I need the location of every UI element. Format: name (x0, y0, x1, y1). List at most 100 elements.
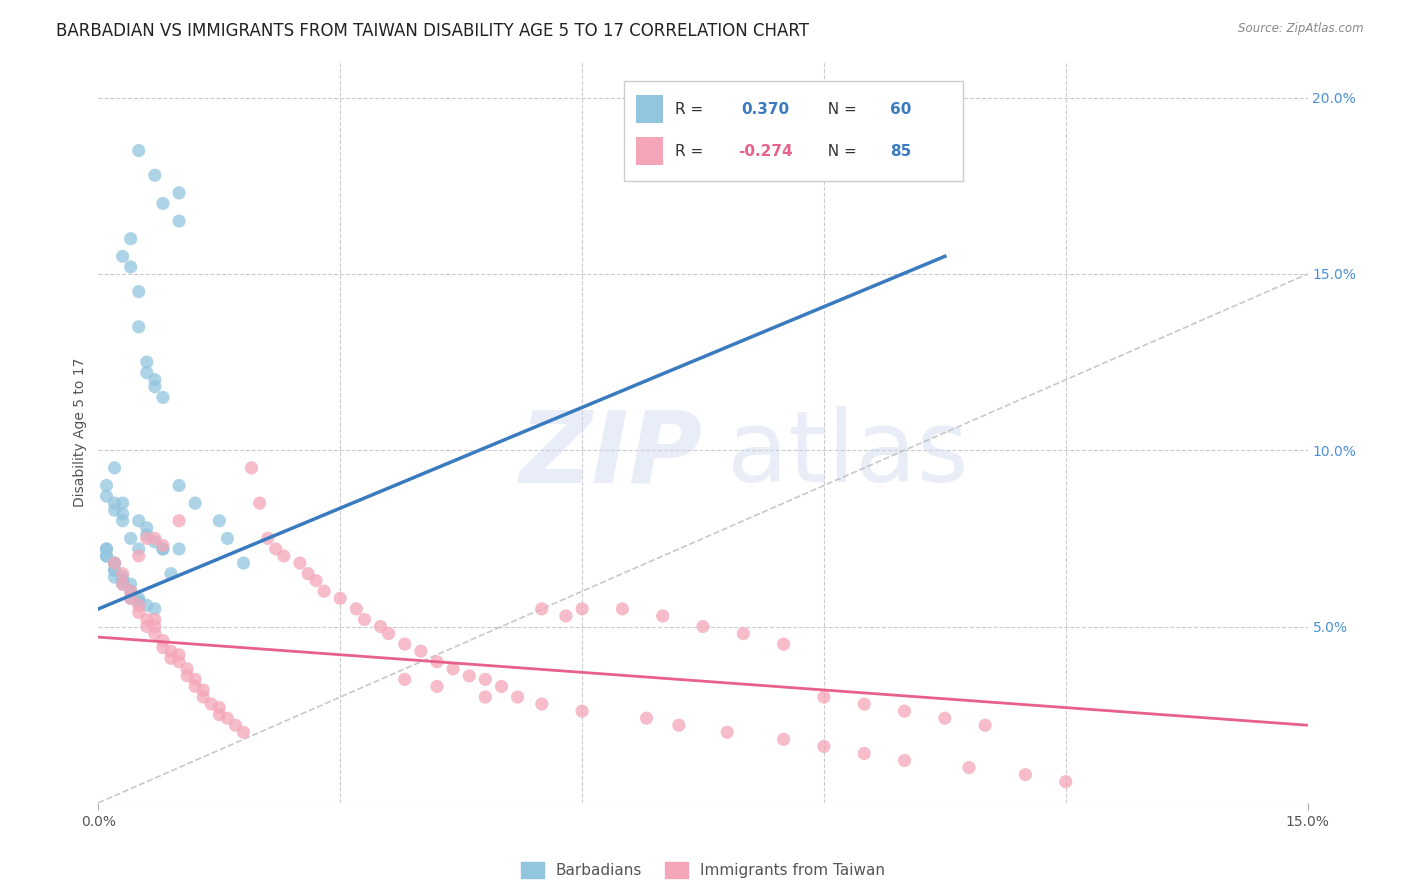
Point (135, 599, 157, 613)
Point (96, 549, 118, 563)
Point (167, 541, 190, 556)
Point (491, 680, 513, 694)
Legend: Barbadians, Immigrants from Taiwan: Barbadians, Immigrants from Taiwan (513, 855, 893, 886)
Point (120, 584, 142, 599)
Point (128, 549, 150, 563)
Point (167, 648, 190, 662)
FancyBboxPatch shape (637, 137, 664, 165)
Text: atlas: atlas (727, 407, 969, 503)
Point (135, 532, 157, 546)
Point (193, 690, 215, 704)
Point (474, 690, 496, 704)
Point (167, 214, 190, 228)
Point (636, 711, 658, 725)
Point (772, 732, 794, 747)
Point (152, 541, 174, 556)
Point (160, 644, 183, 658)
Point (716, 725, 738, 739)
Point (143, 168, 166, 182)
Point (441, 662, 464, 676)
Point (128, 591, 150, 606)
Point (103, 496, 125, 510)
Point (813, 690, 835, 704)
Point (120, 577, 142, 591)
Point (934, 711, 956, 725)
Point (111, 507, 134, 521)
Point (120, 584, 142, 599)
Point (853, 697, 876, 711)
Point (111, 577, 134, 591)
Point (353, 612, 375, 626)
Point (96, 478, 118, 492)
Point (135, 521, 157, 535)
Point (297, 566, 319, 581)
Point (135, 366, 157, 380)
Point (612, 602, 634, 616)
Point (128, 514, 150, 528)
Point (103, 563, 125, 577)
Point (957, 760, 980, 774)
Point (264, 541, 287, 556)
Text: R =: R = (675, 102, 713, 117)
Point (208, 707, 231, 722)
Point (167, 514, 190, 528)
Point (288, 556, 311, 570)
Point (135, 355, 157, 369)
Point (111, 496, 134, 510)
Point (120, 584, 142, 599)
Point (152, 640, 174, 655)
Point (200, 697, 222, 711)
Point (128, 595, 150, 609)
Text: -0.274: -0.274 (738, 144, 793, 159)
Point (120, 532, 142, 546)
Point (217, 532, 239, 546)
Text: N =: N = (818, 144, 862, 159)
Point (135, 612, 157, 626)
Point (103, 563, 125, 577)
Point (128, 319, 150, 334)
Point (143, 535, 166, 549)
Point (530, 697, 553, 711)
Point (506, 690, 529, 704)
Point (111, 574, 134, 588)
Point (1054, 774, 1077, 789)
Point (370, 619, 392, 633)
FancyBboxPatch shape (624, 81, 963, 181)
Point (128, 599, 150, 613)
Text: R =: R = (675, 144, 709, 159)
Point (893, 754, 915, 768)
Point (224, 718, 246, 732)
Point (176, 669, 198, 683)
Point (111, 577, 134, 591)
Point (143, 380, 166, 394)
Point (96, 541, 118, 556)
Point (160, 651, 183, 665)
Point (143, 602, 166, 616)
Point (571, 602, 593, 616)
Point (377, 626, 399, 640)
Point (394, 637, 416, 651)
Point (273, 549, 295, 563)
Point (103, 556, 125, 570)
Point (184, 496, 207, 510)
Point (103, 556, 125, 570)
Point (143, 532, 166, 546)
Point (128, 595, 150, 609)
Point (160, 566, 183, 581)
Point (96, 489, 118, 503)
Point (111, 574, 134, 588)
Text: 60: 60 (890, 102, 912, 117)
Point (458, 669, 481, 683)
Point (530, 602, 553, 616)
Point (329, 591, 352, 606)
Point (111, 566, 134, 581)
Point (111, 570, 134, 584)
Point (217, 711, 239, 725)
Text: 85: 85 (890, 144, 911, 159)
Point (571, 704, 593, 718)
Point (232, 725, 254, 739)
Point (426, 655, 449, 669)
Point (232, 556, 254, 570)
Point (668, 718, 690, 732)
Text: Source: ZipAtlas.com: Source: ZipAtlas.com (1239, 22, 1364, 36)
